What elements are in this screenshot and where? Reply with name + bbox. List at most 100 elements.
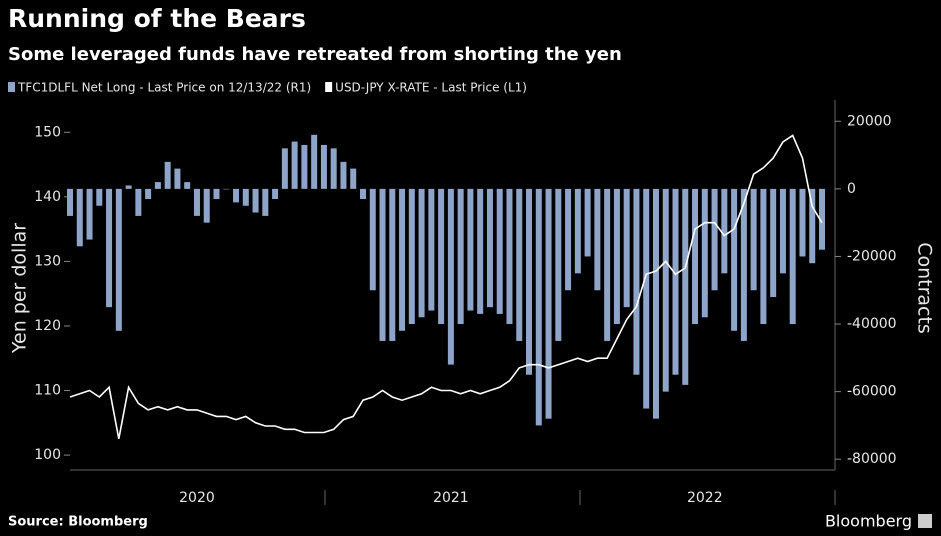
bar	[233, 188, 240, 203]
bar	[428, 188, 435, 311]
bar	[340, 161, 347, 189]
bar	[643, 188, 650, 409]
bar	[184, 182, 191, 189]
bar	[320, 144, 327, 189]
bar	[242, 188, 249, 206]
bar	[711, 188, 718, 291]
bar	[350, 168, 357, 189]
bar	[516, 188, 523, 341]
brand: Bloomberg	[825, 512, 912, 531]
bar	[682, 188, 689, 385]
y-tick-label: 120	[34, 318, 61, 334]
source: Source: Bloomberg	[8, 515, 148, 530]
y2-axis-label: Contracts	[914, 242, 936, 334]
bar	[721, 188, 728, 274]
bar	[67, 188, 73, 216]
bar	[486, 188, 493, 308]
legend-swatch	[8, 82, 15, 92]
y2-tick-label: -40000	[847, 316, 897, 332]
bar	[262, 188, 269, 216]
bar	[379, 188, 386, 341]
bar	[389, 188, 396, 341]
bar	[135, 188, 142, 216]
bar	[526, 188, 533, 375]
bar	[106, 188, 113, 308]
bar	[545, 188, 552, 419]
y-tick-label: 130	[34, 253, 61, 269]
bar	[457, 188, 464, 325]
bar	[692, 188, 699, 325]
bar	[740, 188, 747, 341]
y2-tick-label: -80000	[847, 451, 897, 467]
bar	[281, 148, 288, 189]
bar	[213, 188, 220, 200]
y-tick-label: 110	[34, 383, 61, 399]
bar	[789, 188, 796, 325]
bar	[291, 141, 298, 189]
bar	[623, 188, 630, 308]
chart-subtitle: Some leveraged funds have retreated from…	[8, 44, 622, 65]
y-tick-label: 150	[34, 124, 61, 140]
bar	[565, 188, 572, 291]
bar	[770, 188, 777, 298]
bar	[652, 188, 659, 419]
bar	[369, 188, 376, 291]
bar	[584, 188, 591, 257]
line	[69, 134, 823, 440]
y2-tick-label: 20000	[847, 113, 892, 129]
bar	[555, 188, 562, 341]
legend-label: USD-JPY X-RATE - Last Price (L1)	[335, 81, 527, 95]
x-tick-label: 2022	[687, 490, 723, 506]
y2-tick-label: -20000	[847, 248, 897, 264]
bar	[330, 148, 337, 189]
brand-icon	[918, 514, 932, 528]
bar	[115, 188, 122, 331]
legend-swatch	[325, 82, 333, 92]
bar	[604, 188, 611, 341]
y2-tick-label: 0	[847, 181, 856, 197]
y2-tick-label: -60000	[847, 384, 897, 400]
bar	[125, 185, 132, 189]
bar	[633, 188, 640, 375]
bar	[252, 188, 259, 213]
bar	[779, 188, 786, 274]
bar	[408, 188, 415, 325]
bar	[594, 188, 601, 291]
bar	[496, 188, 503, 314]
chart-title: Running of the Bears	[8, 4, 306, 33]
bar	[223, 188, 230, 190]
bar	[760, 188, 767, 325]
bar	[438, 188, 445, 325]
x-tick-label: 2021	[433, 490, 469, 506]
bar	[76, 188, 83, 247]
y-axis-label: Yen per dollar	[9, 223, 31, 354]
bar	[359, 188, 366, 200]
bar	[477, 188, 484, 314]
legend-label: TFC1DLFL Net Long - Last Price on 12/13/…	[17, 81, 311, 95]
bar	[731, 188, 738, 331]
bar	[86, 188, 93, 240]
bar	[799, 188, 806, 257]
bar	[301, 144, 308, 189]
y-tick-label: 140	[34, 189, 61, 205]
bar	[819, 188, 825, 250]
bar	[506, 188, 513, 325]
bar	[750, 188, 757, 291]
bar	[672, 188, 679, 375]
bar	[96, 188, 103, 206]
bar	[399, 188, 406, 331]
bar	[174, 168, 181, 189]
bar	[311, 134, 318, 189]
bar	[418, 188, 425, 318]
bar	[701, 188, 708, 318]
bar	[535, 188, 542, 426]
bar	[809, 188, 816, 264]
bar	[145, 188, 152, 200]
bar	[662, 188, 669, 392]
bar	[203, 188, 210, 223]
bar	[154, 182, 161, 189]
x-tick-label: 2020	[179, 490, 215, 506]
bar	[164, 161, 171, 189]
